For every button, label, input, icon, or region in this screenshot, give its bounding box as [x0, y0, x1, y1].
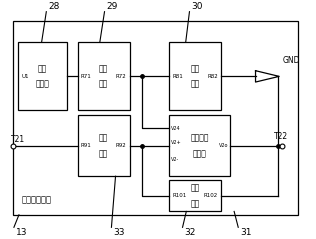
Text: GND: GND — [282, 56, 300, 65]
Text: R71: R71 — [81, 74, 92, 79]
Text: V2-: V2- — [171, 157, 179, 162]
Text: 29: 29 — [106, 1, 118, 11]
Text: 第十: 第十 — [190, 183, 200, 192]
Text: T22: T22 — [274, 132, 289, 141]
Bar — [78, 42, 130, 110]
Bar — [169, 180, 221, 212]
Text: 32: 32 — [184, 228, 196, 238]
Bar — [18, 42, 67, 110]
Text: 第二运算模块: 第二运算模块 — [21, 196, 51, 205]
Text: 第八: 第八 — [190, 64, 200, 73]
Text: R91: R91 — [81, 143, 92, 148]
Bar — [78, 115, 130, 176]
Text: T21: T21 — [11, 136, 25, 144]
Text: 电阴: 电阴 — [190, 80, 200, 89]
Text: 电阴: 电阴 — [190, 199, 200, 208]
Text: 28: 28 — [48, 1, 59, 11]
Text: 放大器: 放大器 — [193, 149, 207, 158]
Bar — [13, 21, 298, 215]
Text: 13: 13 — [15, 228, 27, 238]
Text: V2o: V2o — [219, 143, 229, 148]
Text: R92: R92 — [116, 143, 126, 148]
Text: 电压源: 电压源 — [35, 80, 49, 89]
Bar — [169, 115, 230, 176]
Text: R101: R101 — [172, 193, 186, 198]
Text: 30: 30 — [191, 1, 203, 11]
Text: R82: R82 — [207, 74, 218, 79]
Text: 第九: 第九 — [99, 133, 108, 142]
Text: 33: 33 — [113, 228, 125, 238]
Text: 31: 31 — [240, 228, 251, 238]
Text: V24: V24 — [171, 126, 180, 131]
Text: 第七: 第七 — [99, 64, 108, 73]
Bar — [169, 42, 221, 110]
Text: 电阴: 电阴 — [99, 80, 108, 89]
Text: R72: R72 — [116, 74, 126, 79]
Text: 第二运算: 第二运算 — [191, 133, 209, 142]
Text: R81: R81 — [172, 74, 183, 79]
Text: R102: R102 — [204, 193, 218, 198]
Text: 电阴: 电阴 — [99, 149, 108, 158]
Text: 第二: 第二 — [38, 64, 47, 73]
Text: U1: U1 — [21, 74, 29, 79]
Text: V2+: V2+ — [171, 140, 181, 145]
